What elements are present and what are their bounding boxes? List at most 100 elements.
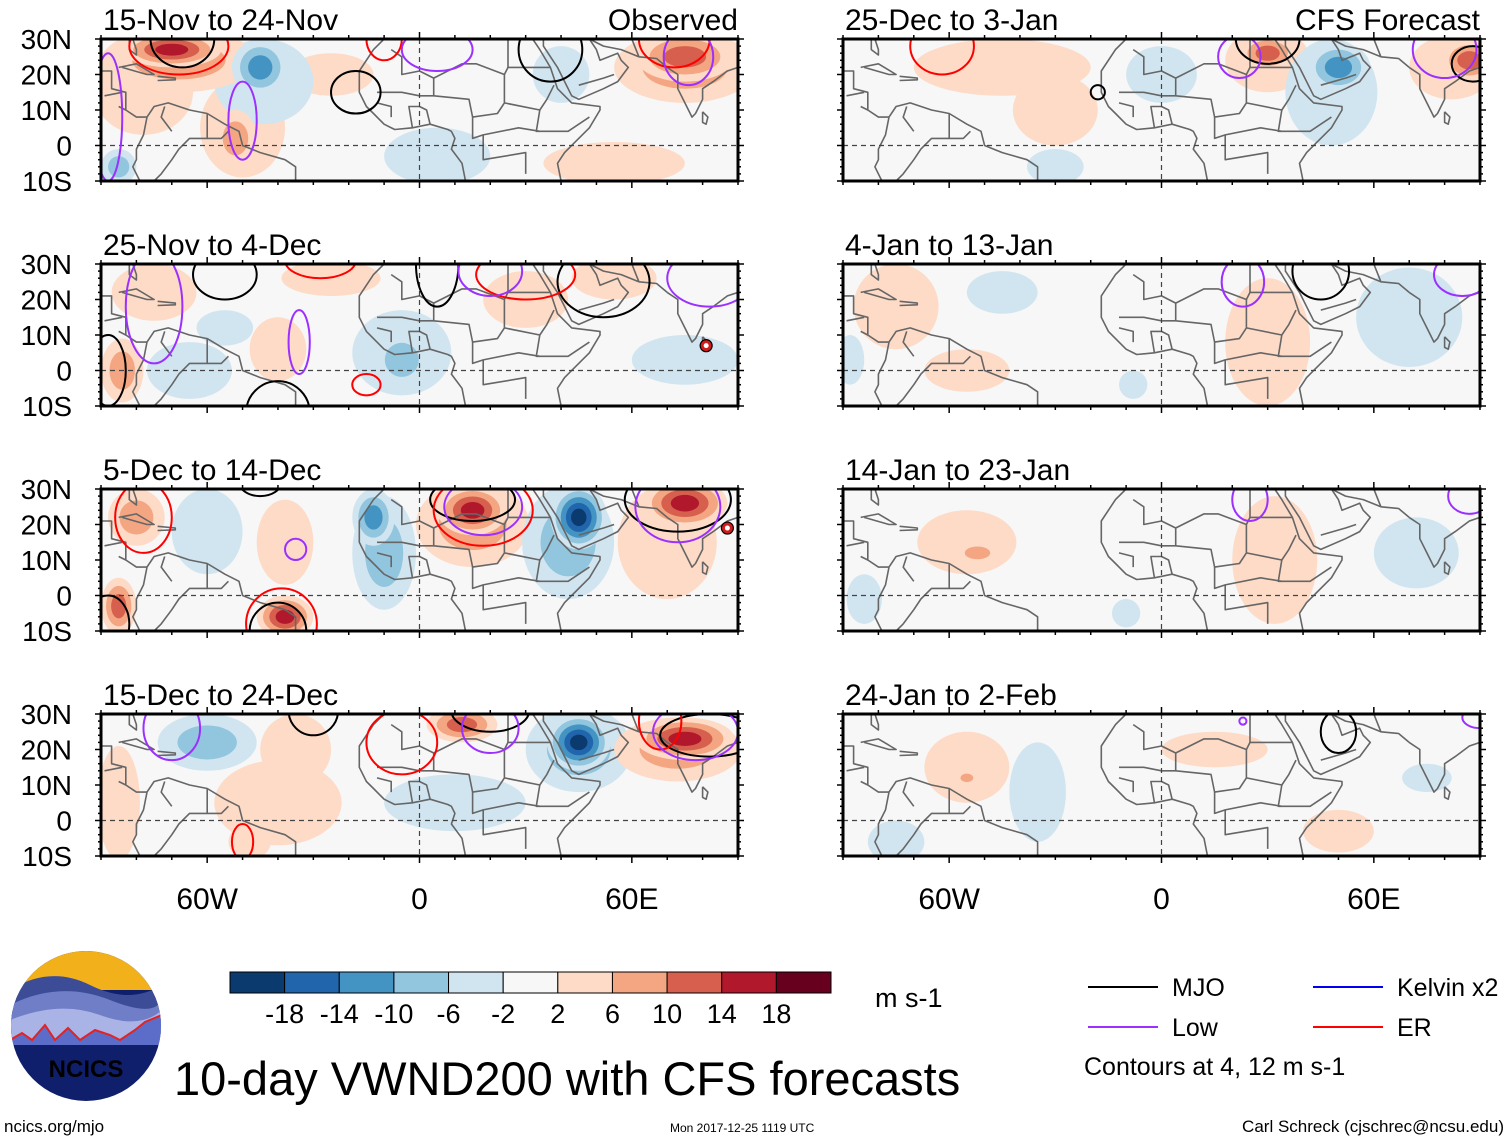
coastline: [1331, 489, 1410, 519]
coastline: [1118, 327, 1134, 343]
anomaly-shade: [249, 317, 307, 382]
anomaly-shade: [964, 546, 991, 560]
coastline: [376, 102, 393, 118]
panel-period-title: 25-Dec to 3-Jan: [845, 4, 1058, 37]
coastline: [899, 300, 919, 307]
wave-contours: [1220, 264, 1480, 308]
coastline: [666, 741, 738, 793]
map-body: [843, 264, 1480, 424]
colorbar-tick-label: -2: [491, 999, 515, 1029]
tropical-cyclone-icon: [720, 521, 734, 535]
coastline: [1277, 109, 1332, 133]
anomaly-shade: [1161, 731, 1268, 768]
panel-period-title: 25-Nov to 4-Dec: [103, 229, 321, 262]
legend-label: MJO: [1172, 974, 1225, 1002]
coastline: [104, 91, 123, 97]
coastline: [160, 556, 173, 582]
anomaly-shade: [281, 264, 381, 296]
coastline: [1335, 413, 1339, 424]
coastline: [132, 566, 148, 631]
coastline: [1335, 188, 1339, 199]
coastline: [358, 489, 467, 631]
coastline: [846, 316, 865, 322]
coastline: [1274, 264, 1343, 406]
coastline: [949, 580, 971, 590]
map-body: [101, 264, 738, 406]
coastline: [1443, 561, 1451, 576]
coastline: [530, 39, 533, 40]
lat-tick-label: 0: [56, 581, 72, 612]
map-panel-p5: 25-Dec to 3-Jan CFS Forecast: [837, 4, 1486, 199]
coastline: [860, 62, 897, 76]
coastline: [666, 291, 738, 343]
contour-low: [457, 264, 524, 297]
legend-label: Kelvin x2: [1397, 974, 1498, 1002]
coastline: [843, 295, 889, 343]
wave-contours: [1231, 489, 1480, 522]
map-body: [101, 489, 738, 631]
coastline: [631, 39, 640, 58]
lat-tick-label: 30N: [21, 699, 72, 730]
website-link[interactable]: ncics.org/mjo: [4, 1117, 104, 1136]
coastline: [888, 552, 1039, 631]
panel-period-title: 24-Jan to 2-Feb: [845, 679, 1057, 712]
contour-low: [142, 714, 202, 762]
anomaly-shade: [119, 500, 154, 535]
coastline: [949, 805, 971, 815]
anomaly-shade: [196, 310, 254, 346]
coastline: [899, 525, 919, 532]
logo-text: NCICS: [49, 1056, 124, 1083]
coastline: [899, 750, 919, 757]
coastline: [118, 780, 127, 786]
contour-mjo: [240, 489, 280, 498]
coastline: [846, 91, 865, 97]
contour-low: [1231, 489, 1269, 522]
coastline: [132, 116, 148, 181]
anomaly-shade: [570, 734, 588, 751]
wave-contours: [142, 714, 738, 856]
coastline: [949, 130, 971, 140]
coastline: [1443, 336, 1451, 351]
coastline: [1443, 786, 1451, 801]
coastline: [846, 541, 865, 547]
coastline: [874, 566, 890, 631]
coastline: [160, 106, 173, 132]
contour-low: [124, 264, 184, 365]
contour-er: [365, 714, 439, 776]
contour-mjo: [101, 594, 131, 631]
coastline: [532, 489, 601, 631]
coastline: [482, 359, 527, 399]
contour-low: [634, 489, 722, 544]
anomaly-shade: [843, 335, 865, 385]
contour-low: [662, 39, 715, 87]
coastline: [1272, 714, 1275, 715]
anomaly-shade: [853, 264, 939, 350]
coastline: [1246, 534, 1297, 561]
coastline: [631, 714, 640, 733]
lat-tick-label: 10N: [21, 770, 72, 801]
anomaly-shade: [248, 55, 273, 80]
contour-low: [1433, 264, 1480, 297]
coastline: [132, 791, 148, 856]
tropical-cyclone-icon: [699, 339, 713, 353]
coastline: [899, 75, 919, 82]
coastline: [118, 330, 127, 336]
map-body: [843, 714, 1480, 856]
coastline: [146, 777, 297, 856]
coastline: [207, 130, 229, 140]
anomaly-shade: [1356, 267, 1463, 367]
legend: MJO Kelvin x2 Low ER: [1088, 974, 1498, 1042]
legend-entry-low: Low: [1088, 1014, 1219, 1042]
map-panel-p1: 15-Nov to 24-Nov Observed 30N 20N 10N 0 10S: [21, 4, 744, 197]
contour-mjo: [330, 69, 382, 115]
coastline: [1100, 489, 1209, 631]
coastline: [1224, 584, 1269, 624]
coastline: [132, 341, 148, 406]
coastline: [860, 288, 897, 301]
anomaly-shade: [668, 731, 702, 746]
contour-mjo: [1234, 39, 1301, 65]
contour-mjo: [245, 380, 311, 406]
anomaly-shade: [543, 141, 685, 181]
coastline: [843, 70, 889, 118]
coastline: [384, 714, 386, 715]
